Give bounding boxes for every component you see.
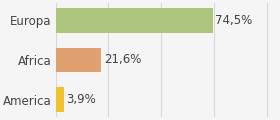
Bar [56,8,213,33]
Text: 21,6%: 21,6% [104,54,141,66]
Bar [56,87,64,112]
Text: 74,5%: 74,5% [215,14,253,27]
Text: 3,9%: 3,9% [66,93,96,106]
Bar [56,48,101,72]
